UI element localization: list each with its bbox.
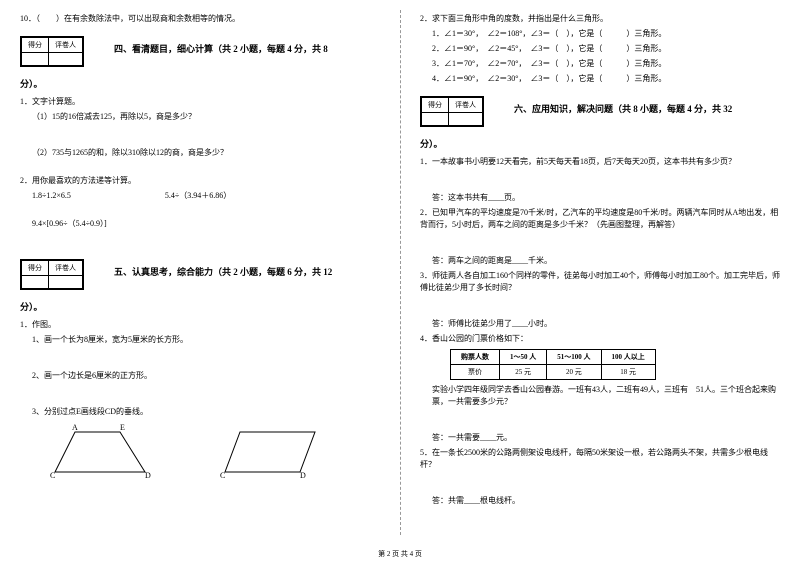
- s4-q2a: 1.8÷1.2×6.5: [32, 191, 71, 200]
- score-cell[interactable]: [22, 53, 49, 66]
- label-C: C: [50, 471, 55, 480]
- s6-q4-ans: 答：一共需要____元。: [432, 432, 780, 444]
- parallelogram-shape: C D: [220, 422, 330, 482]
- section4-header: 得分评卷人 四、看清题目，细心计算（共 2 小题，每题 4 分，共 8: [20, 28, 380, 71]
- s4-q2c: 9.4×[0.96÷（5.4÷0.9）]: [32, 218, 380, 230]
- page-footer: 第 2 页 共 4 页: [0, 549, 800, 559]
- r-q2-1: 1．∠1＝30°， ∠2＝108°，∠3＝（ ），它是（ ）三角形。: [432, 28, 780, 40]
- label-D: D: [145, 471, 151, 480]
- section4-title: 四、看清题目，细心计算（共 2 小题，每题 4 分，共 8: [114, 42, 328, 55]
- score-label: 得分: [422, 98, 449, 113]
- score-box-5: 得分评卷人: [20, 259, 84, 290]
- label-A: A: [72, 423, 78, 432]
- s5-q1: 1．作图。: [20, 319, 380, 331]
- r-q2-4: 4．∠1＝90°， ∠2＝30°， ∠3＝（ ），它是（ ）三角形。: [432, 73, 780, 85]
- s4-q2b: 5.4÷（3.94＋6.86）: [165, 191, 231, 200]
- section5-header: 得分评卷人 五、认真思考，综合能力（共 2 小题，每题 6 分，共 12: [20, 251, 380, 294]
- score-cell[interactable]: [22, 276, 49, 289]
- s6-q4: 4．香山公园的门票价格如下：: [420, 333, 780, 345]
- r-q2-3: 3．∠1＝70°， ∠2＝70°， ∠3＝（ ），它是（ ）三角形。: [432, 58, 780, 70]
- section5-title: 五、认真思考，综合能力（共 2 小题，每题 6 分，共 12: [114, 265, 332, 278]
- td-0: 票价: [451, 365, 500, 380]
- th-2: 51～100 人: [547, 350, 601, 365]
- left-column: 10．（ ）在有余数除法中，可以出现商和余数相等的情况。 得分评卷人 四、看清题…: [0, 0, 400, 565]
- th-3: 100 人以上: [601, 350, 655, 365]
- td-1: 25 元: [500, 365, 547, 380]
- trapezoid-shape: A E C D: [50, 422, 160, 482]
- grader-cell[interactable]: [49, 53, 83, 66]
- s6-q1-ans: 答：这本书共有____页。: [432, 192, 780, 204]
- r-q2: 2．求下面三角形中角的度数，并指出是什么三角形。: [420, 13, 780, 25]
- score-cell[interactable]: [422, 113, 449, 126]
- th-0: 购票人数: [451, 350, 500, 365]
- section6-header: 得分评卷人 六、应用知识，解决问题（共 8 小题，每题 4 分，共 32: [420, 88, 780, 131]
- score-box-6: 得分评卷人: [420, 96, 484, 127]
- s5-q1c: 3、分别过点E画线段CD的垂线。: [32, 406, 380, 418]
- grader-cell[interactable]: [449, 113, 483, 126]
- section4-title-cont: 分）。: [20, 77, 380, 90]
- score-box-4: 得分评卷人: [20, 36, 84, 67]
- price-table: 购票人数 1～50 人 51～100 人 100 人以上 票价 25 元 20 …: [450, 349, 656, 380]
- s6-q1: 1．一本故事书小明要12天看完，前5天每天看18页，后7天每天20页，这本书共有…: [420, 156, 780, 168]
- q10: 10．（ ）在有余数除法中，可以出现商和余数相等的情况。: [20, 13, 380, 25]
- td-2: 20 元: [547, 365, 601, 380]
- geometry-shapes: A E C D C D: [50, 422, 380, 482]
- grader-label: 评卷人: [449, 98, 483, 113]
- section6-title-cont: 分）。: [420, 137, 780, 150]
- s4-q1a: （1）15的16倍减去125，再除以5，商是多少？: [32, 111, 380, 123]
- table-row: 购票人数 1～50 人 51～100 人 100 人以上: [451, 350, 656, 365]
- s6-q3-ans: 答：师傅比徒弟少用了____小时。: [432, 318, 780, 330]
- grader-cell[interactable]: [49, 276, 83, 289]
- s6-q2: 2．已知甲汽车的平均速度是70千米/时，乙汽车的平均速度是80千米/时。两辆汽车…: [420, 207, 780, 231]
- score-label: 得分: [22, 38, 49, 53]
- grader-label: 评卷人: [49, 38, 83, 53]
- table-row: 票价 25 元 20 元 18 元: [451, 365, 656, 380]
- right-column: 2．求下面三角形中角的度数，并指出是什么三角形。 1．∠1＝30°， ∠2＝10…: [400, 0, 800, 565]
- td-3: 18 元: [601, 365, 655, 380]
- section5-title-cont: 分）。: [20, 300, 380, 313]
- s4-q1b: （2）735与1265的和，除以310除以12的商，商是多少？: [32, 147, 380, 159]
- r-q2-2: 2．∠1＝90°， ∠2＝45°， ∠3＝（ ），它是（ ）三角形。: [432, 43, 780, 55]
- s6-q4-text: 实验小学四年级同学去香山公园春游。一班有43人，二班有49人，三班有 51人。三…: [432, 384, 780, 408]
- s4-q2-row: 1.8÷1.2×6.5 5.4÷（3.94＋6.86）: [32, 190, 380, 202]
- score-label: 得分: [22, 261, 49, 276]
- label-C2: C: [220, 471, 225, 480]
- grader-label: 评卷人: [49, 261, 83, 276]
- label-E: E: [120, 423, 125, 432]
- s6-q5: 5．在一条长2500米的公路两侧架设电线杆，每隔50米架设一根，若公路两头不架，…: [420, 447, 780, 471]
- s6-q2-ans: 答：两车之间的距离是____千米。: [432, 255, 780, 267]
- s5-q1b: 2、画一个边长是6厘米的正方形。: [32, 370, 380, 382]
- section6-title: 六、应用知识，解决问题（共 8 小题，每题 4 分，共 32: [514, 102, 732, 115]
- s6-q3: 3．师徒两人各自加工160个同样的零件，徒弟每小时加工40个，师傅每小时加工80…: [420, 270, 780, 294]
- label-D2: D: [300, 471, 306, 480]
- s6-q5-ans: 答：共需____根电线杆。: [432, 495, 780, 507]
- s4-q2: 2．用你最喜欢的方法递等计算。: [20, 175, 380, 187]
- th-1: 1～50 人: [500, 350, 547, 365]
- s5-q1a: 1、画一个长为8厘米，宽为5厘米的长方形。: [32, 334, 380, 346]
- s4-q1: 1．文字计算题。: [20, 96, 380, 108]
